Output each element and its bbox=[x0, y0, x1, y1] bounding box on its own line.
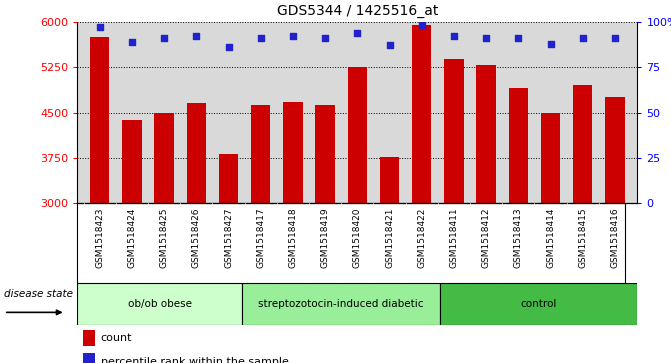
Bar bbox=[348, 67, 367, 203]
Text: GSM1518424: GSM1518424 bbox=[127, 207, 136, 268]
Point bbox=[609, 35, 620, 41]
Point bbox=[480, 35, 491, 41]
Text: GSM1518416: GSM1518416 bbox=[611, 207, 619, 268]
Point bbox=[416, 23, 427, 28]
Point bbox=[95, 24, 105, 30]
Text: count: count bbox=[101, 333, 132, 343]
Point bbox=[545, 41, 556, 46]
Text: GSM1518419: GSM1518419 bbox=[321, 207, 329, 268]
Text: GSM1518414: GSM1518414 bbox=[546, 207, 555, 268]
Text: GSM1518412: GSM1518412 bbox=[482, 207, 491, 268]
Bar bbox=[476, 65, 496, 203]
FancyBboxPatch shape bbox=[77, 283, 242, 325]
Bar bbox=[187, 103, 206, 203]
Bar bbox=[154, 113, 174, 203]
Text: GSM1518413: GSM1518413 bbox=[514, 207, 523, 268]
Point bbox=[384, 42, 395, 48]
Text: GSM1518422: GSM1518422 bbox=[417, 207, 426, 268]
Text: GSM1518427: GSM1518427 bbox=[224, 207, 233, 268]
Point bbox=[577, 35, 588, 41]
Bar bbox=[509, 88, 528, 203]
Text: control: control bbox=[521, 299, 557, 309]
Point bbox=[288, 33, 299, 39]
Point bbox=[320, 35, 331, 41]
Bar bbox=[283, 102, 303, 203]
Point bbox=[448, 33, 459, 39]
FancyBboxPatch shape bbox=[440, 283, 637, 325]
Bar bbox=[412, 25, 431, 203]
Bar bbox=[315, 105, 335, 203]
Text: GSM1518411: GSM1518411 bbox=[450, 207, 458, 268]
Title: GDS5344 / 1425516_at: GDS5344 / 1425516_at bbox=[276, 4, 438, 18]
Bar bbox=[251, 105, 270, 203]
Point bbox=[159, 35, 170, 41]
Text: GSM1518417: GSM1518417 bbox=[256, 207, 265, 268]
Text: GSM1518420: GSM1518420 bbox=[353, 207, 362, 268]
Bar bbox=[83, 353, 95, 363]
Text: GSM1518415: GSM1518415 bbox=[578, 207, 587, 268]
Bar bbox=[380, 157, 399, 203]
Point bbox=[352, 30, 362, 36]
Text: GSM1518425: GSM1518425 bbox=[160, 207, 168, 268]
Text: GSM1518418: GSM1518418 bbox=[289, 207, 297, 268]
Text: GSM1518423: GSM1518423 bbox=[95, 207, 104, 268]
Point bbox=[513, 35, 523, 41]
FancyBboxPatch shape bbox=[242, 283, 440, 325]
Point bbox=[191, 33, 202, 39]
Text: percentile rank within the sample: percentile rank within the sample bbox=[101, 357, 289, 363]
Bar bbox=[444, 59, 464, 203]
Bar bbox=[90, 37, 109, 203]
Text: ob/ob obese: ob/ob obese bbox=[127, 299, 191, 309]
Bar bbox=[541, 113, 560, 203]
Text: GSM1518421: GSM1518421 bbox=[385, 207, 394, 268]
Text: streptozotocin-induced diabetic: streptozotocin-induced diabetic bbox=[258, 299, 423, 309]
Bar bbox=[219, 154, 238, 203]
Bar bbox=[83, 330, 95, 346]
Text: GSM1518426: GSM1518426 bbox=[192, 207, 201, 268]
Point bbox=[127, 39, 138, 45]
Point bbox=[256, 35, 266, 41]
Bar bbox=[605, 97, 625, 203]
Bar bbox=[573, 85, 592, 203]
Point bbox=[223, 44, 234, 50]
Text: disease state: disease state bbox=[4, 289, 73, 299]
Bar bbox=[122, 120, 142, 203]
